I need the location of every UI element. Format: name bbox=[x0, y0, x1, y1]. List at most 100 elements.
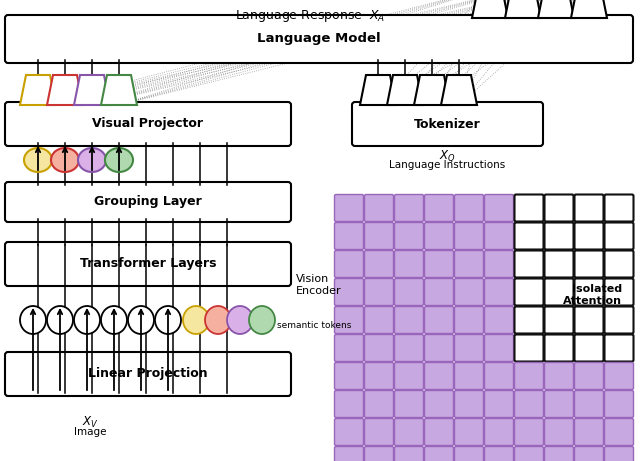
FancyBboxPatch shape bbox=[545, 447, 573, 461]
FancyBboxPatch shape bbox=[605, 335, 634, 361]
FancyBboxPatch shape bbox=[575, 250, 604, 278]
FancyBboxPatch shape bbox=[545, 307, 573, 333]
FancyBboxPatch shape bbox=[575, 223, 604, 249]
FancyBboxPatch shape bbox=[575, 195, 604, 221]
Text: Grouping Layer: Grouping Layer bbox=[94, 195, 202, 208]
FancyBboxPatch shape bbox=[454, 362, 483, 390]
Text: Image: Image bbox=[74, 427, 106, 437]
FancyBboxPatch shape bbox=[515, 390, 543, 418]
FancyBboxPatch shape bbox=[484, 250, 513, 278]
FancyBboxPatch shape bbox=[484, 195, 513, 221]
Ellipse shape bbox=[105, 148, 133, 172]
FancyBboxPatch shape bbox=[484, 419, 513, 445]
Ellipse shape bbox=[101, 306, 127, 334]
FancyBboxPatch shape bbox=[394, 390, 424, 418]
FancyBboxPatch shape bbox=[394, 223, 424, 249]
Text: Tokenizer: Tokenizer bbox=[414, 118, 481, 130]
FancyBboxPatch shape bbox=[394, 195, 424, 221]
FancyBboxPatch shape bbox=[365, 390, 394, 418]
Ellipse shape bbox=[51, 148, 79, 172]
FancyBboxPatch shape bbox=[484, 362, 513, 390]
Ellipse shape bbox=[20, 306, 46, 334]
Ellipse shape bbox=[47, 306, 73, 334]
FancyBboxPatch shape bbox=[365, 447, 394, 461]
Polygon shape bbox=[414, 75, 450, 105]
FancyBboxPatch shape bbox=[545, 250, 573, 278]
FancyBboxPatch shape bbox=[5, 242, 291, 286]
FancyBboxPatch shape bbox=[515, 250, 543, 278]
FancyBboxPatch shape bbox=[424, 419, 454, 445]
FancyBboxPatch shape bbox=[454, 335, 483, 361]
FancyBboxPatch shape bbox=[545, 419, 573, 445]
FancyBboxPatch shape bbox=[365, 335, 394, 361]
FancyBboxPatch shape bbox=[394, 250, 424, 278]
FancyBboxPatch shape bbox=[5, 352, 291, 396]
FancyBboxPatch shape bbox=[335, 278, 364, 306]
Text: Linear Projection: Linear Projection bbox=[88, 367, 208, 380]
FancyBboxPatch shape bbox=[394, 419, 424, 445]
FancyBboxPatch shape bbox=[545, 223, 573, 249]
Polygon shape bbox=[101, 75, 137, 105]
FancyBboxPatch shape bbox=[605, 278, 634, 306]
FancyBboxPatch shape bbox=[515, 335, 543, 361]
Text: Visual Projector: Visual Projector bbox=[93, 118, 204, 130]
Polygon shape bbox=[74, 75, 110, 105]
FancyBboxPatch shape bbox=[394, 362, 424, 390]
Ellipse shape bbox=[227, 306, 253, 334]
FancyBboxPatch shape bbox=[454, 419, 483, 445]
FancyBboxPatch shape bbox=[605, 362, 634, 390]
FancyBboxPatch shape bbox=[575, 419, 604, 445]
FancyBboxPatch shape bbox=[454, 307, 483, 333]
FancyBboxPatch shape bbox=[394, 447, 424, 461]
Polygon shape bbox=[20, 75, 56, 105]
FancyBboxPatch shape bbox=[365, 362, 394, 390]
FancyBboxPatch shape bbox=[545, 195, 573, 221]
FancyBboxPatch shape bbox=[605, 419, 634, 445]
FancyBboxPatch shape bbox=[424, 195, 454, 221]
Text: Language Model: Language Model bbox=[257, 32, 381, 46]
FancyBboxPatch shape bbox=[454, 278, 483, 306]
FancyBboxPatch shape bbox=[605, 250, 634, 278]
FancyBboxPatch shape bbox=[394, 307, 424, 333]
Text: Isolated
Attention: Isolated Attention bbox=[563, 284, 622, 306]
Text: $X_V$: $X_V$ bbox=[82, 415, 99, 430]
Ellipse shape bbox=[183, 306, 209, 334]
FancyBboxPatch shape bbox=[5, 15, 633, 63]
FancyBboxPatch shape bbox=[515, 419, 543, 445]
FancyBboxPatch shape bbox=[424, 362, 454, 390]
FancyBboxPatch shape bbox=[335, 390, 364, 418]
FancyBboxPatch shape bbox=[545, 278, 573, 306]
FancyBboxPatch shape bbox=[484, 307, 513, 333]
FancyBboxPatch shape bbox=[605, 307, 634, 333]
FancyBboxPatch shape bbox=[515, 307, 543, 333]
FancyBboxPatch shape bbox=[394, 278, 424, 306]
FancyBboxPatch shape bbox=[575, 447, 604, 461]
Text: Vision
Encoder: Vision Encoder bbox=[296, 274, 342, 296]
FancyBboxPatch shape bbox=[484, 278, 513, 306]
FancyBboxPatch shape bbox=[545, 362, 573, 390]
FancyBboxPatch shape bbox=[605, 223, 634, 249]
FancyBboxPatch shape bbox=[5, 102, 291, 146]
Text: Transformer Layers: Transformer Layers bbox=[80, 258, 216, 271]
Polygon shape bbox=[472, 0, 508, 18]
FancyBboxPatch shape bbox=[424, 250, 454, 278]
FancyBboxPatch shape bbox=[605, 447, 634, 461]
FancyBboxPatch shape bbox=[365, 419, 394, 445]
FancyBboxPatch shape bbox=[365, 307, 394, 333]
Text: semantic tokens: semantic tokens bbox=[277, 321, 351, 331]
Polygon shape bbox=[538, 0, 574, 18]
FancyBboxPatch shape bbox=[365, 195, 394, 221]
FancyBboxPatch shape bbox=[454, 447, 483, 461]
FancyBboxPatch shape bbox=[545, 335, 573, 361]
FancyBboxPatch shape bbox=[575, 278, 604, 306]
FancyBboxPatch shape bbox=[335, 419, 364, 445]
FancyBboxPatch shape bbox=[424, 447, 454, 461]
FancyBboxPatch shape bbox=[575, 390, 604, 418]
Ellipse shape bbox=[24, 148, 52, 172]
FancyBboxPatch shape bbox=[515, 223, 543, 249]
Polygon shape bbox=[441, 75, 477, 105]
Polygon shape bbox=[571, 0, 607, 18]
FancyBboxPatch shape bbox=[335, 195, 364, 221]
FancyBboxPatch shape bbox=[424, 335, 454, 361]
FancyBboxPatch shape bbox=[454, 390, 483, 418]
